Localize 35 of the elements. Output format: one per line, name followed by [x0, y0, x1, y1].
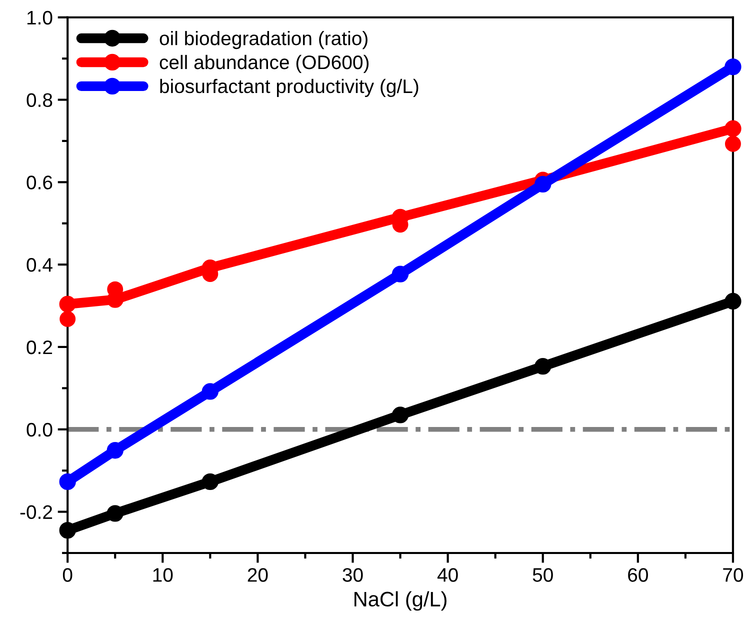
point [59, 522, 76, 539]
x-tick-label: 60 [628, 568, 648, 582]
point [534, 176, 552, 193]
y-tick-label: 0.4 [26, 258, 52, 272]
point [60, 310, 76, 327]
point [725, 136, 741, 152]
y-tick-label: 0.2 [26, 340, 52, 354]
legend-label: biosurfactant productivity (g/L) [160, 78, 418, 98]
x-tick-label: 70 [723, 568, 744, 582]
point [392, 266, 409, 282]
point [202, 383, 219, 400]
legend-label: cell abundance (OD600) [160, 54, 369, 74]
x-tick-label: 50 [532, 568, 553, 582]
x-axis-title: NaCl (g/L) [354, 591, 446, 611]
y-tick-label: 0.6 [26, 176, 52, 190]
point [534, 358, 552, 375]
point [106, 442, 124, 459]
point [724, 58, 742, 76]
x-tick-label: 0 [62, 568, 72, 582]
point [59, 473, 76, 490]
x-tick-label: 30 [342, 568, 363, 582]
x-tick-label: 10 [153, 568, 173, 582]
point [202, 473, 219, 490]
point [392, 406, 409, 424]
point [59, 296, 76, 312]
point [724, 120, 742, 137]
y-tick-label: -0.2 [20, 505, 52, 520]
y-tick-label: 0.8 [26, 93, 52, 107]
point [724, 292, 742, 310]
x-tick-label: 20 [248, 568, 268, 582]
x-tick-label: 40 [437, 568, 458, 582]
point [106, 505, 124, 522]
legend-label: oil biodegradation (ratio) [160, 30, 368, 50]
y-tick-label: 1.0 [27, 10, 52, 25]
y-tick-label: 0.0 [26, 422, 52, 437]
